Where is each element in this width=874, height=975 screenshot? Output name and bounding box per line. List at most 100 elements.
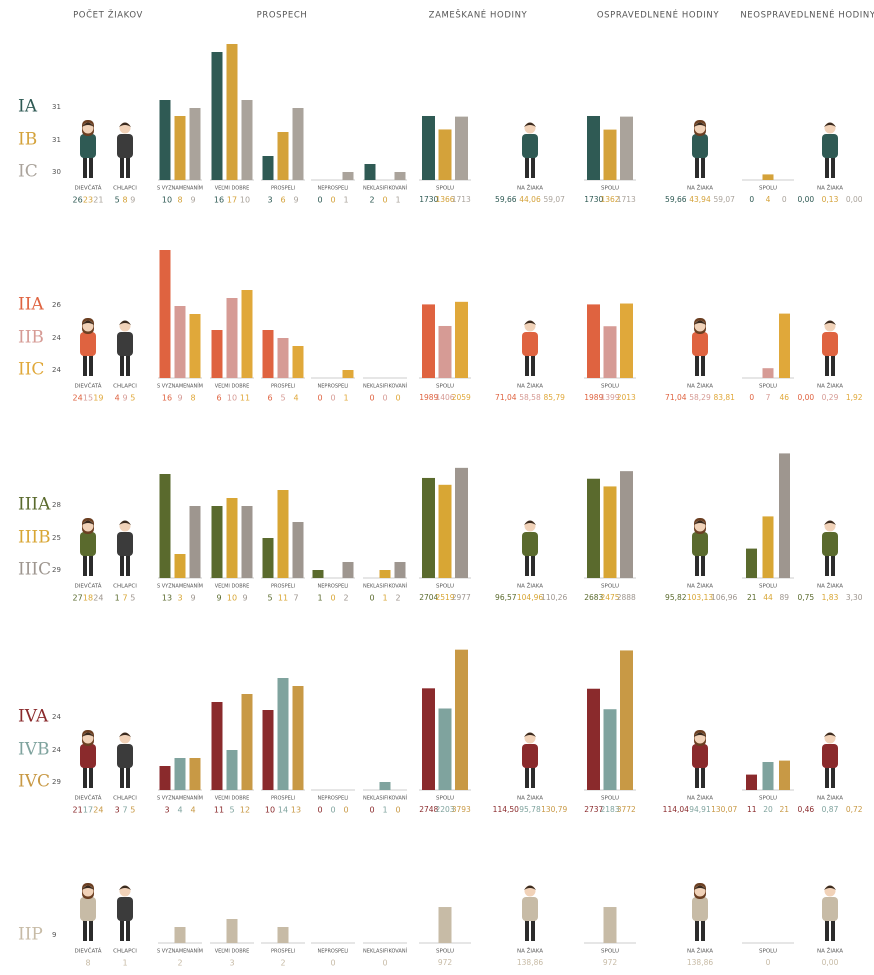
per-student: 71,04 [665,393,687,402]
bar [779,314,790,378]
value-label: 11 [747,805,757,814]
label: CHLAPCI [113,796,137,802]
per-student: 59,07 [713,195,735,204]
legs [89,919,93,941]
value-label: 2059 [452,393,471,402]
boys-count: 8 [122,196,127,205]
bar [439,907,452,943]
value-label: 21 [747,593,757,602]
value-label: 1 [382,806,387,815]
bar [604,130,617,180]
body [692,332,708,356]
value-label: 11 [214,806,224,815]
bar [190,506,201,578]
label: PROSPELI [271,796,295,802]
per-student: 71,04 [495,393,517,402]
person-figure [692,883,708,941]
class-name: IIC [18,360,44,380]
bar [212,330,223,378]
legs [695,156,699,178]
label: CHLAPCI [113,384,137,390]
label: NA ŽIAKA [687,382,713,390]
bar [242,506,253,578]
value-label: 1 [343,394,348,403]
legs [531,766,535,788]
person-figure [522,886,538,942]
bar [242,290,253,378]
label: NEKLASIFIKOVANÍ [363,795,408,802]
label: NEKLASIFIKOVANÍ [363,583,408,590]
bar [190,758,201,790]
label: DIEVČATÁ [75,948,102,955]
bar [380,782,391,790]
legs [701,554,705,576]
boys-count: 9 [130,196,135,205]
boys-count: 5 [130,394,135,403]
class-count: 28 [52,501,61,509]
boys-count: 3 [115,806,120,815]
label: SPOLU [601,384,619,390]
class-count: 31 [52,136,61,144]
legs [120,156,124,178]
legs [83,919,87,941]
person-figure [80,318,96,376]
bar [160,250,171,378]
label: VEĽMI DOBRE [215,384,250,390]
bar [439,708,452,790]
legs [120,766,124,788]
bar [212,702,223,790]
label: CHLAPCI [113,949,137,955]
value-label: 0 [395,394,400,403]
body [692,532,708,556]
label: SPOLU [436,584,454,590]
value-label: 9 [216,594,221,603]
label: NA ŽIAKA [817,582,843,590]
legs [701,354,705,376]
boys-count: 1 [115,594,120,603]
per-student: 59,66 [665,195,687,204]
body [80,332,96,356]
value-label: 3 [267,196,272,205]
person-figure [117,886,133,942]
bar [175,554,186,578]
body [117,532,133,556]
bar [293,108,304,180]
legs [695,554,699,576]
label: DIEVČATÁ [75,185,102,192]
class-name: IVB [18,740,50,760]
label: S VYZNAMENANÍM [157,583,203,590]
bar [278,678,289,790]
bar [455,650,468,790]
label: NA ŽIAKA [687,794,713,802]
legs [83,554,87,576]
per-student: 58,58 [519,393,541,402]
label: SPOLU [601,949,619,955]
value-label: 2 [369,196,374,205]
bar [160,474,171,578]
class-count: 24 [52,334,61,342]
bar [160,766,171,790]
label: PROSPELI [271,186,295,192]
label: SPOLU [759,949,777,955]
bar [293,346,304,378]
value-label: 0 [382,394,387,403]
bar [763,368,774,378]
value-label: 2 [177,959,182,968]
body [117,897,133,921]
value-label: 1713 [617,195,636,204]
value-label: 44 [763,593,773,602]
bar [587,479,600,578]
label: NEPROSPELI [318,384,349,390]
value-label: 0 [330,394,335,403]
bar [439,485,452,578]
value-label: 16 [162,394,172,403]
legs [525,766,529,788]
legs [825,766,829,788]
value-label: 2 [280,959,285,968]
value-label: 1 [395,196,400,205]
value-label: 10 [227,594,237,603]
value-label: 3 [177,594,182,603]
bar [263,330,274,378]
value-label: 0 [317,806,322,815]
girls-count: 15 [83,394,93,403]
